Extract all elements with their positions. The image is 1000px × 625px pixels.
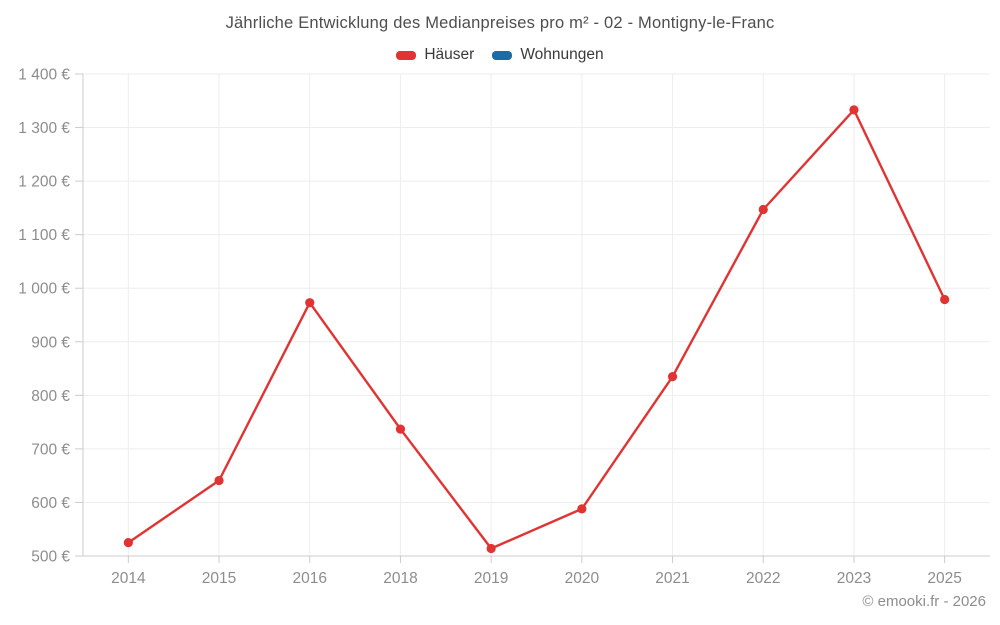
data-point-häuser-2025[interactable] [940, 294, 950, 305]
y-tick-label: 1 300 € [18, 120, 70, 137]
data-point-häuser-2019[interactable] [486, 543, 496, 554]
x-tick-label: 2023 [837, 570, 871, 587]
legend-label: Wohnungen [520, 46, 604, 63]
y-tick-label: 1 400 € [18, 67, 70, 84]
legend-item-wohnungen[interactable]: Wohnungen [492, 46, 604, 64]
y-tick-label: 700 € [31, 441, 70, 458]
x-tick-label: 2019 [474, 570, 508, 587]
y-tick-label: 500 € [31, 549, 70, 566]
x-tick-label: 2014 [111, 570, 146, 587]
x-tick-label: 2018 [383, 570, 417, 587]
data-point-häuser-2016[interactable] [305, 298, 315, 308]
data-point-häuser-2018[interactable] [395, 424, 406, 434]
x-tick-label: 2021 [655, 570, 689, 587]
y-tick-label: 1 000 € [18, 281, 70, 298]
y-tick-label: 900 € [31, 334, 70, 351]
y-tick-label: 600 € [31, 495, 70, 512]
copyright-text: © emooki.fr - 2026 [862, 593, 986, 610]
data-point-häuser-2023[interactable] [849, 105, 859, 115]
series-line-häuser [127, 108, 946, 550]
y-tick-label: 800 € [31, 388, 70, 405]
data-point-häuser-2022[interactable] [758, 204, 768, 215]
y-tick-label: 1 200 € [18, 174, 70, 191]
legend-label: Häuser [424, 46, 475, 63]
x-tick-label: 2015 [202, 570, 236, 587]
legend-item-häuser[interactable]: Häuser [396, 46, 474, 64]
data-point-häuser-2021[interactable] [667, 371, 678, 382]
x-tick-label: 2022 [746, 570, 780, 587]
x-tick-label: 2025 [927, 570, 961, 587]
legend-swatch-icon [396, 50, 417, 60]
chart-legend: Häuser Wohnungen [0, 46, 1000, 64]
data-point-häuser-2015[interactable] [214, 475, 224, 486]
x-tick-label: 2020 [565, 570, 600, 587]
data-point-häuser-2020[interactable] [577, 504, 587, 514]
data-point-häuser-2014[interactable] [123, 538, 133, 548]
y-tick-label: 1 100 € [18, 227, 70, 244]
legend-swatch-icon [492, 50, 513, 60]
chart-title: Jährliche Entwicklung des Medianpreises … [225, 14, 775, 32]
x-tick-label: 2016 [293, 570, 327, 587]
